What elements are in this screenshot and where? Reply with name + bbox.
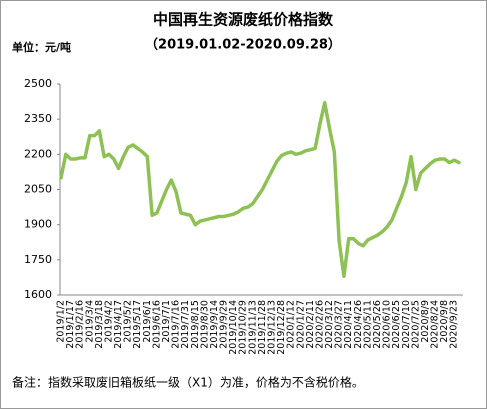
x-tick-label: 2019/11/13	[247, 300, 258, 355]
x-tick-label: 2019/1/2	[56, 300, 67, 343]
x-tick-label: 2019/4/2	[103, 300, 114, 343]
x-tick-label: 2020/9/23	[449, 300, 460, 349]
x-tick-label: 2020/4/26	[353, 300, 364, 349]
footnote: 备注：指数采取废旧箱板纸一级（X1）为准，价格为不含税价格。	[12, 375, 364, 390]
x-tick-label: 2019/8/15	[190, 300, 201, 349]
x-tick-label: 2020/5/26	[372, 300, 383, 349]
unit-label: 单位：元/吨	[12, 40, 71, 54]
x-tick-label: 2020/8/24	[430, 300, 441, 349]
x-tick-label: 2019/12/13	[266, 300, 277, 355]
x-tick-label: 2019/9/29	[219, 300, 230, 349]
y-tick-label: 2050	[24, 183, 52, 196]
x-tick-label: 2020/8/9	[420, 300, 431, 343]
y-tick-label: 2350	[24, 112, 52, 125]
x-tick-label: 2019/7/31	[180, 300, 191, 349]
x-tick-label: 2020/6/25	[391, 300, 402, 349]
x-tick-label: 2019/3/4	[84, 300, 95, 343]
x-tick-label: 2019/2/16	[75, 300, 86, 349]
x-tick-label: 2020/2/26	[314, 300, 325, 349]
x-tick-label: 2020/3/12	[324, 300, 335, 349]
chart-subtitle: （2019.01.02-2020.09.28）	[145, 37, 341, 53]
x-tick-label: 2020/5/11	[362, 300, 373, 349]
x-tick-label: 2019/5/2	[123, 300, 134, 343]
price-line	[59, 101, 461, 278]
x-tick-label: 2020/6/10	[382, 300, 393, 349]
chart-title: 中国再生资源废纸价格指数	[153, 11, 334, 29]
x-tick-label: 2019/6/1	[142, 300, 153, 343]
x-tick-label: 2020/1/12	[286, 300, 297, 349]
y-tick-label: 1900	[24, 218, 52, 231]
x-tick-label: 2020/7/25	[410, 300, 421, 349]
y-tick-label: 2500	[24, 77, 52, 90]
x-tick-label: 2020/1/27	[295, 300, 306, 349]
x-tick-label: 2019/6/16	[151, 300, 162, 349]
x-tick-label: 2019/4/17	[113, 300, 124, 349]
x-tick-label: 2019/11/28	[257, 300, 268, 355]
y-tick-label: 1750	[24, 253, 52, 266]
y-tick-label: 1600	[24, 288, 52, 301]
x-tick-label: 2020/4/11	[343, 300, 354, 349]
x-tick-label: 2019/3/18	[94, 300, 105, 349]
x-tick-label: 2019/12/28	[276, 300, 287, 355]
x-tick-label: 2019/9/14	[209, 300, 220, 349]
x-tick-label: 2019/7/1	[161, 300, 172, 343]
x-tick-label: 2020/2/11	[305, 300, 316, 349]
x-tick-label: 2020/7/10	[401, 300, 412, 349]
y-tick-label: 2200	[24, 147, 52, 160]
x-tick-label: 2020/9/8	[439, 300, 450, 343]
x-tick-label: 2019/8/30	[199, 300, 210, 349]
x-tick-label: 2019/7/16	[171, 300, 182, 349]
x-tick-label: 2019/10/14	[228, 300, 239, 355]
x-tick-label: 2019/10/29	[238, 300, 249, 355]
x-tick-label: 2020/3/27	[334, 300, 345, 349]
x-tick-label: 2019/1/17	[65, 300, 76, 349]
x-tick-label: 2019/5/17	[132, 300, 143, 349]
